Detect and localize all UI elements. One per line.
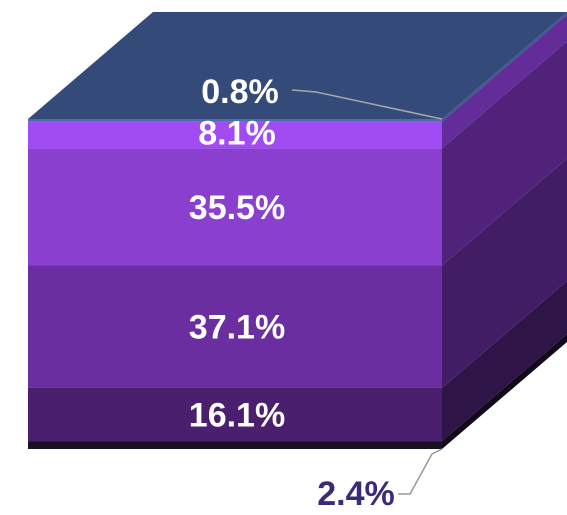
segment-label-3: 35.5% — [189, 189, 285, 227]
segment-label-5: 0.8% — [201, 73, 279, 111]
segment-leader-line-5 — [291, 89, 443, 120]
segment-bar-0 — [28, 441, 442, 449]
block-front-faces — [28, 119, 442, 449]
block-side-faces — [442, 12, 567, 449]
segment-label-1: 16.1% — [189, 397, 285, 435]
segment-side-1 — [442, 280, 567, 442]
segment-side-0 — [442, 334, 567, 449]
segment-side-5 — [442, 12, 567, 122]
segment-side-3 — [442, 41, 567, 266]
segment-leader-line-0 — [398, 448, 443, 495]
segment-bar-3 — [28, 148, 442, 266]
segment-labels: 2.4% 16.1% 37.1% 35.5% 8.1%0.8% — [189, 73, 443, 513]
segment-bar-4 — [28, 121, 442, 149]
segment-side-2 — [442, 158, 567, 388]
segment-bar-2 — [28, 265, 442, 388]
segment-bar-1 — [28, 387, 442, 442]
segment-label-4: 8.1% — [198, 114, 276, 152]
block-top-face — [28, 12, 567, 119]
segment-label-0: 2.4% — [317, 475, 395, 513]
segment-side-4 — [442, 14, 567, 149]
segment-bar-5 — [28, 119, 442, 122]
segment-label-2: 37.1% — [189, 309, 285, 347]
